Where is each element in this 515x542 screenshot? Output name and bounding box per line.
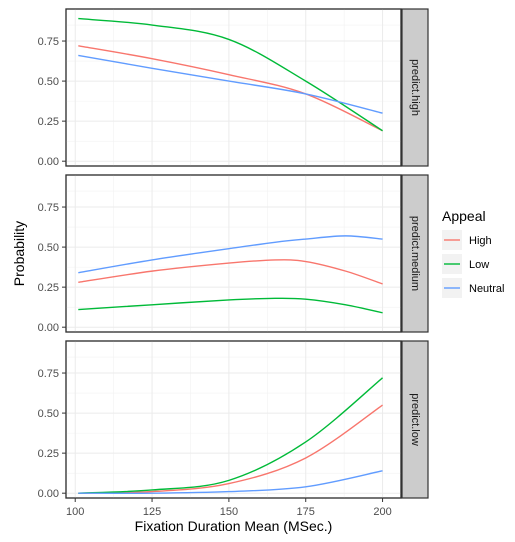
y-tick-label: 0.25: [38, 116, 59, 128]
legend-label-low: Low: [469, 259, 489, 271]
facet-strip-label: predict.medium: [409, 216, 421, 291]
series-line-high: [78, 45, 383, 132]
x-tick-label: 125: [143, 506, 161, 518]
legend-title: Appeal: [442, 208, 486, 224]
facet-panels: 0.00 0.25 0.50 0.75 predict.high 0.00 0.25 0.50…: [38, 8, 429, 500]
facet-strip-label: predict.high: [409, 59, 421, 116]
y-tick-label: 0.75: [38, 36, 59, 48]
y-tick-label: 0.50: [38, 408, 59, 420]
series-line-high: [78, 404, 383, 494]
series-line-low: [78, 297, 383, 314]
legend-label-high: High: [469, 235, 492, 247]
y-tick-label: 0.75: [38, 202, 59, 214]
panel-background: [65, 340, 402, 499]
facet-strip-label: predict.low: [409, 393, 421, 446]
legend: Appeal High Low Neutral: [442, 208, 504, 298]
x-tick-label: 150: [220, 506, 238, 518]
panel-border: [65, 8, 402, 167]
series-line-neutral: [78, 470, 383, 495]
x-axis-label: Fixation Duration Mean (MSec.): [135, 518, 333, 534]
y-tick-label: 0.25: [38, 282, 59, 294]
series-line-high: [78, 259, 383, 285]
facet-strip: [401, 174, 429, 333]
facet-predict-high: 0.00 0.25 0.50 0.75 predict.high: [38, 8, 429, 168]
y-axis-label: Probability: [11, 221, 27, 286]
x-tick-label: 175: [297, 506, 315, 518]
y-tick-label: 0.25: [38, 448, 59, 460]
facet-predict-low: 0.00 0.25 0.50 0.75 predict.low: [38, 340, 429, 500]
series-line-neutral: [78, 54, 383, 114]
y-tick-label: 0.00: [38, 488, 59, 500]
panel-background: [65, 174, 402, 333]
facet-strip: [401, 340, 429, 499]
y-tick-label: 0.00: [38, 322, 59, 334]
y-tick-label: 0.50: [38, 242, 59, 254]
y-tick-label: 0.50: [38, 76, 59, 88]
series-line-low: [78, 17, 383, 132]
facet-predict-medium: 0.00 0.25 0.50 0.75 predict.medium: [38, 174, 429, 334]
x-tick-label: 100: [66, 506, 84, 518]
panel-border: [65, 340, 402, 499]
y-tick-label: 0.00: [38, 156, 59, 168]
panel-background: [65, 8, 402, 167]
panel-border: [65, 174, 402, 333]
facet-strip: [401, 8, 429, 167]
series-line-neutral: [78, 235, 383, 274]
x-tick-label: 200: [373, 506, 391, 518]
series-line-low: [78, 377, 384, 494]
y-tick-label: 0.75: [38, 368, 59, 380]
legend-label-neutral: Neutral: [469, 283, 504, 295]
